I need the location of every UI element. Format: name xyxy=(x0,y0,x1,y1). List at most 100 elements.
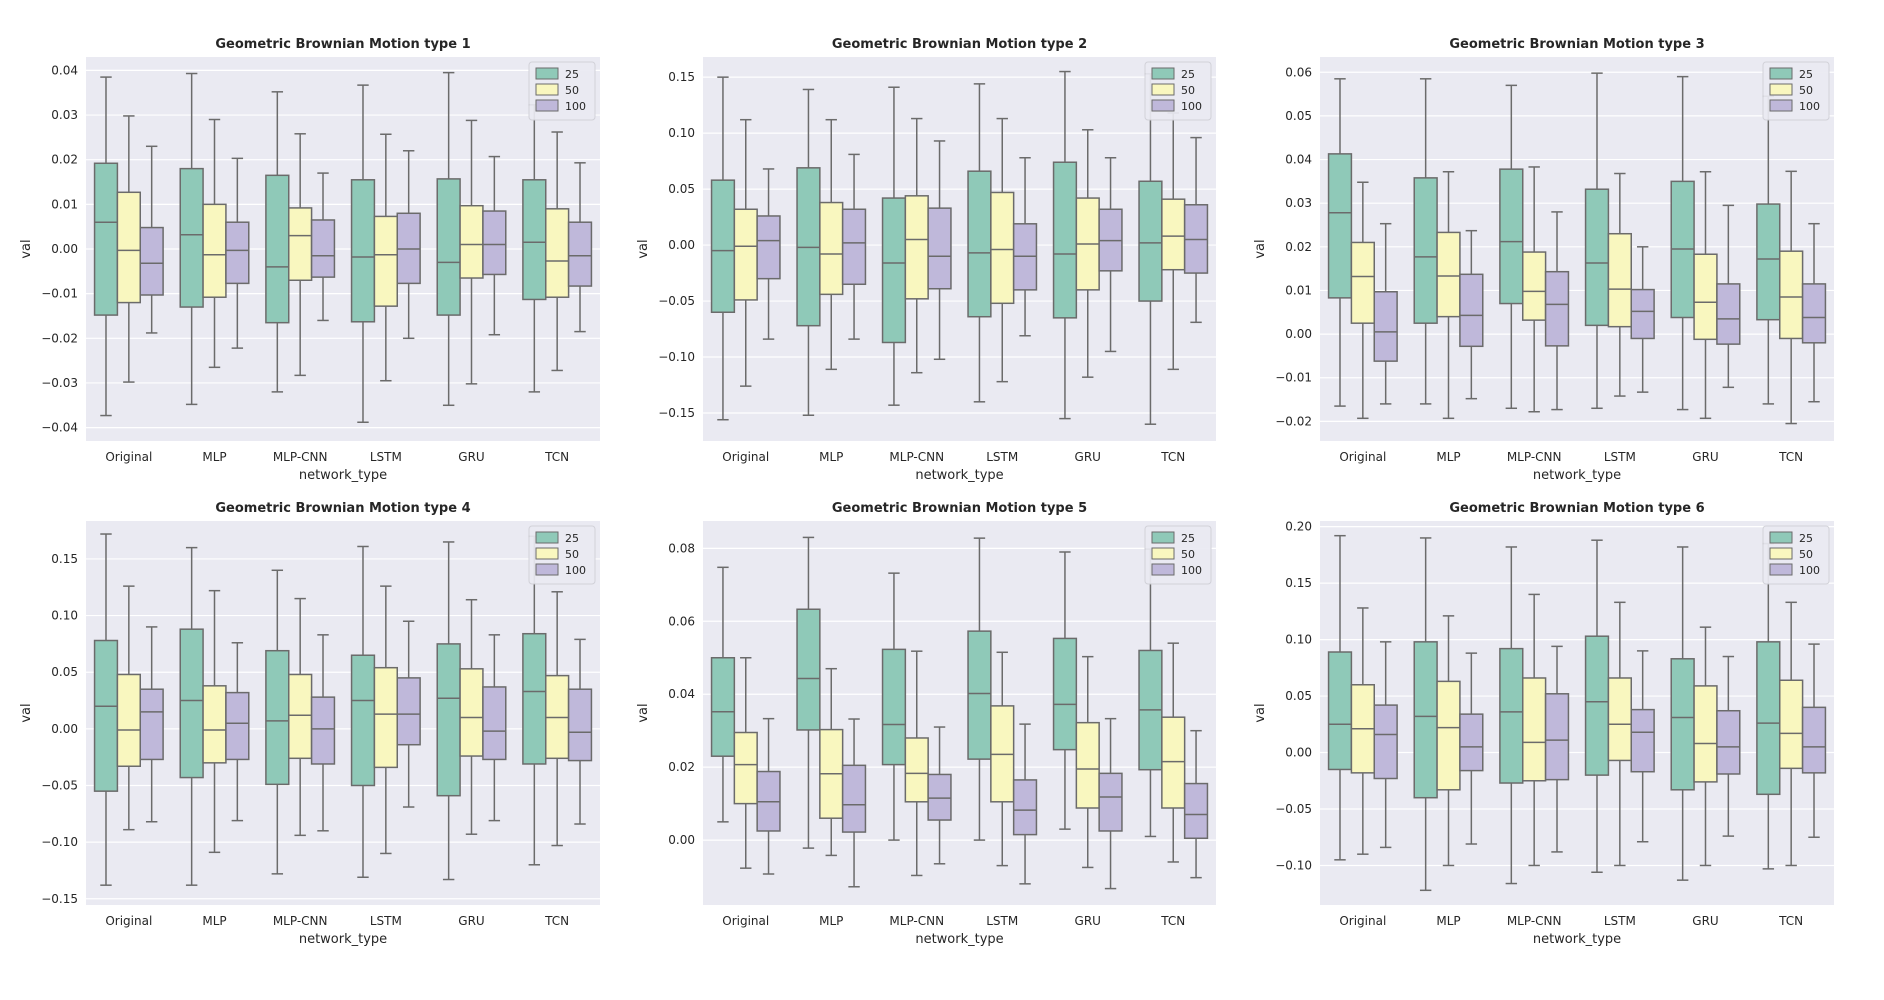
y-axis-label: val xyxy=(19,239,34,258)
box-50-MLP xyxy=(1436,171,1461,420)
legend-label: 50 xyxy=(1181,84,1195,97)
x-tick-label: GRU xyxy=(458,450,484,464)
legend-swatch-50 xyxy=(535,547,559,560)
box-iqr xyxy=(1716,283,1741,345)
x-tick-label: Original xyxy=(105,914,152,928)
box-iqr xyxy=(1630,288,1655,340)
box-iqr xyxy=(756,215,781,280)
x-tick-label: MLP-CNN xyxy=(273,450,328,464)
box-25-MLP xyxy=(1413,78,1438,405)
x-tick-label: GRU xyxy=(458,914,484,928)
x-tick-label: LSTM xyxy=(986,450,1018,464)
y-tick-label: 0.02 xyxy=(668,760,695,774)
legend-label: 25 xyxy=(565,532,579,545)
x-tick-label: LSTM xyxy=(1604,914,1636,928)
box-25-Original xyxy=(93,533,119,886)
y-tick-label: −0.02 xyxy=(1275,414,1312,428)
box-iqr xyxy=(904,195,929,300)
box-iqr xyxy=(373,215,399,307)
box-iqr xyxy=(967,630,992,760)
y-tick-label: 0.15 xyxy=(1285,576,1312,590)
x-tick-label: GRU xyxy=(1692,450,1718,464)
y-tick-label: 0.02 xyxy=(51,153,78,167)
y-tick-label: 0.00 xyxy=(1285,327,1312,341)
x-axis-label: network_type xyxy=(1533,468,1621,483)
legend-swatch-25 xyxy=(1151,531,1175,544)
legend-swatch-25 xyxy=(1769,67,1793,80)
y-tick-label: −0.05 xyxy=(1275,802,1312,816)
box-iqr xyxy=(904,737,929,803)
legend-label: 50 xyxy=(565,548,579,561)
box-iqr xyxy=(1373,291,1398,362)
box-50-Original xyxy=(733,657,758,869)
box-50-GRU xyxy=(1693,626,1718,867)
y-tick-label: 0.06 xyxy=(1285,65,1312,79)
box-iqr xyxy=(139,226,164,296)
y-tick-label: 0.01 xyxy=(51,197,78,211)
y-tick-label: 0.15 xyxy=(668,70,695,84)
box-iqr xyxy=(1670,658,1695,791)
x-tick-label: MLP-CNN xyxy=(1507,914,1562,928)
box-iqr xyxy=(1778,250,1804,340)
box-iqr xyxy=(841,764,867,833)
y-tick-label: 0.05 xyxy=(668,182,695,196)
box-25-LSTM xyxy=(967,537,992,841)
x-tick-label: TCN xyxy=(1160,450,1185,464)
x-axis-label: network_type xyxy=(915,468,1003,483)
box-100-MLP xyxy=(1459,229,1484,400)
box-iqr xyxy=(1630,708,1655,773)
box-100-MLP xyxy=(225,642,250,822)
box-iqr xyxy=(373,666,399,769)
box-iqr xyxy=(819,201,844,296)
box-100-TCN xyxy=(567,638,593,825)
box-50-LSTM xyxy=(990,651,1015,867)
legend-swatch-25 xyxy=(535,67,559,80)
legend-swatch-50 xyxy=(1769,547,1793,560)
x-tick-label: LSTM xyxy=(1604,450,1636,464)
box-iqr xyxy=(1436,680,1461,791)
box-iqr xyxy=(1584,635,1610,776)
legend-swatch-100 xyxy=(535,563,559,576)
box-iqr xyxy=(1801,283,1827,344)
box-iqr xyxy=(482,686,507,761)
x-tick-label: LSTM xyxy=(370,914,402,928)
box-100-MLP xyxy=(225,157,250,349)
y-tick-label: 0.01 xyxy=(1285,283,1312,297)
box-iqr xyxy=(927,773,952,821)
chart-title: Geometric Brownian Motion type 1 xyxy=(215,37,470,52)
legend-label: 25 xyxy=(1799,532,1813,545)
box-iqr xyxy=(522,179,547,301)
box-iqr xyxy=(116,191,142,304)
box-iqr xyxy=(796,608,821,731)
legend: 25 50 100 xyxy=(1762,61,1830,121)
box-25-MLP-CNN xyxy=(265,569,290,875)
x-tick-label: TCN xyxy=(544,450,569,464)
box-25-MLP-CNN xyxy=(881,572,907,841)
box-iqr xyxy=(459,204,484,279)
box-50-MLP-CNN xyxy=(287,133,313,377)
y-axis-label: val xyxy=(636,239,651,258)
box-25-GRU xyxy=(436,541,461,881)
box-50-GRU xyxy=(1075,655,1100,869)
box-iqr xyxy=(567,688,593,762)
box-25-MLP xyxy=(1413,537,1438,892)
plot-area xyxy=(703,57,1216,441)
legend-swatch-100 xyxy=(1151,563,1175,576)
box-iqr xyxy=(1607,232,1633,328)
box-50-LSTM xyxy=(373,133,399,382)
box-25-GRU xyxy=(1052,70,1078,420)
box-iqr xyxy=(1607,677,1633,762)
x-tick-label: Original xyxy=(105,450,152,464)
x-tick-label: GRU xyxy=(1692,914,1718,928)
legend: 25 50 100 xyxy=(1144,525,1212,585)
box-iqr xyxy=(1052,161,1078,319)
y-tick-label: −0.01 xyxy=(1275,371,1312,385)
legend: 25 50 100 xyxy=(1762,525,1830,585)
box-iqr xyxy=(265,649,290,786)
x-tick-label: LSTM xyxy=(370,450,402,464)
box-iqr xyxy=(1544,693,1570,781)
box-25-Original xyxy=(1327,78,1353,407)
legend-label: 100 xyxy=(1799,100,1820,113)
chart-title: Geometric Brownian Motion type 3 xyxy=(1449,37,1704,52)
legend-label: 100 xyxy=(1181,100,1202,113)
